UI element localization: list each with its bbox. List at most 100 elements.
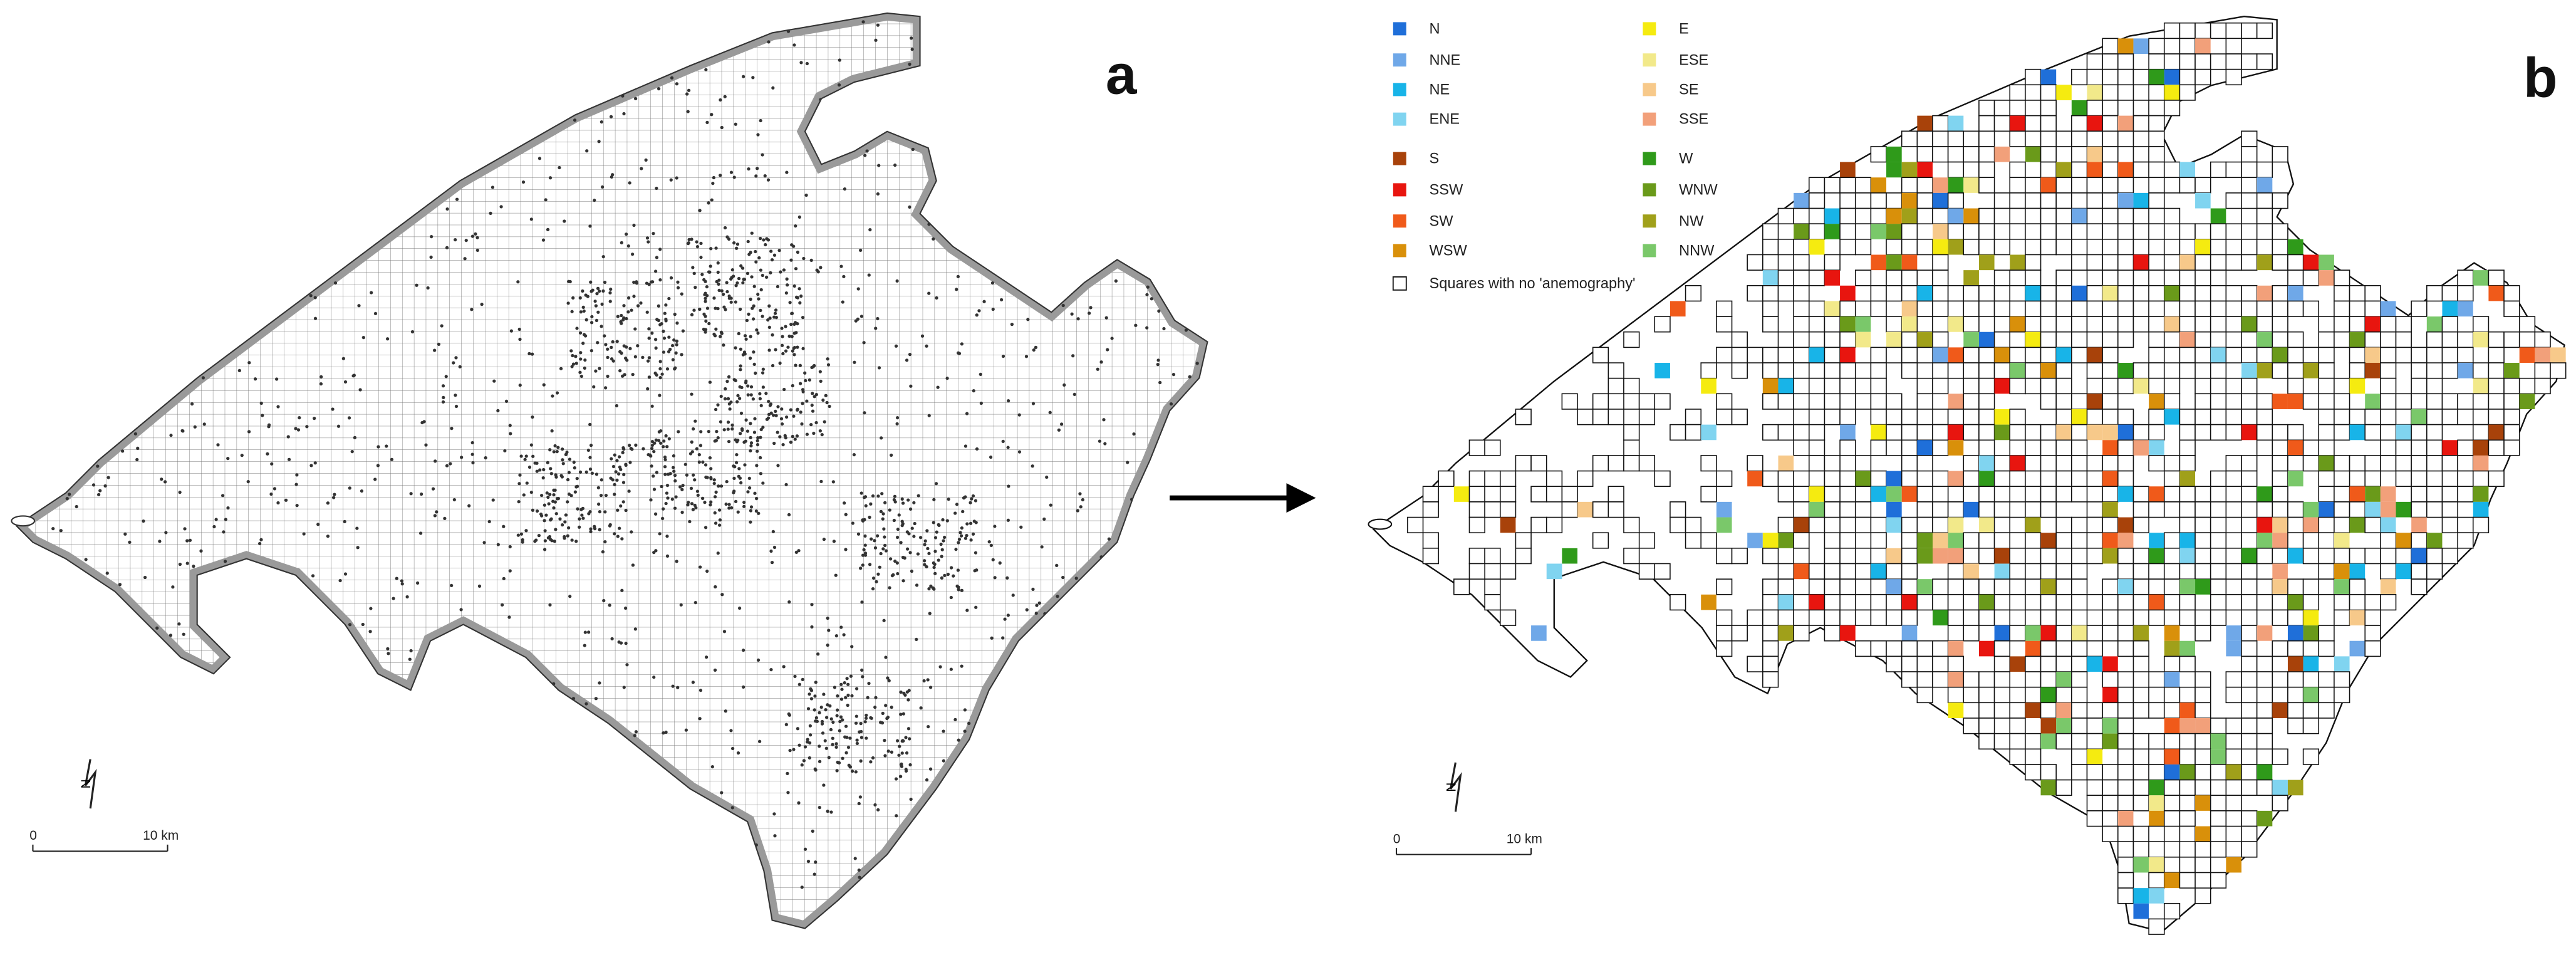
- point: [222, 530, 226, 534]
- point: [1061, 575, 1065, 580]
- legend-item: W: [1643, 151, 1693, 167]
- point: [491, 498, 495, 502]
- empty-cell: [2411, 300, 2428, 317]
- point: [549, 472, 553, 476]
- point: [776, 405, 780, 409]
- point: [477, 584, 482, 588]
- empty-cell: [2055, 192, 2072, 209]
- point: [798, 301, 802, 305]
- point: [554, 528, 558, 531]
- empty-cell: [2241, 686, 2258, 704]
- point: [831, 480, 835, 484]
- point: [780, 343, 784, 347]
- empty-cell: [1716, 347, 1733, 363]
- empty-cell: [2194, 254, 2211, 271]
- point: [932, 498, 936, 501]
- point: [433, 514, 437, 518]
- empty-cell: [2025, 254, 2042, 271]
- point: [284, 498, 288, 502]
- empty-cell: [2225, 671, 2242, 688]
- colored-cell: [2195, 826, 2211, 842]
- empty-cell: [1870, 609, 1887, 626]
- point: [566, 477, 570, 482]
- point: [709, 467, 713, 471]
- point: [784, 415, 789, 419]
- empty-cell: [2380, 593, 2397, 611]
- colored-cell: [1716, 517, 1732, 533]
- empty-cell: [2163, 779, 2181, 796]
- colored-cell: [1886, 208, 1902, 224]
- empty-cell: [2071, 686, 2088, 704]
- empty-cell: [1901, 455, 1918, 472]
- empty-cell: [2488, 409, 2505, 425]
- colored-cell: [1855, 316, 1871, 332]
- colored-cell: [2287, 394, 2303, 409]
- point: [818, 370, 822, 373]
- empty-cell: [2256, 671, 2273, 688]
- point: [633, 627, 637, 631]
- point: [188, 538, 192, 542]
- colored-cell: [1901, 486, 1918, 502]
- empty-cell: [2102, 146, 2119, 163]
- point: [654, 346, 658, 350]
- legend-label: SSW: [1429, 182, 1463, 198]
- point: [717, 508, 722, 512]
- empty-cell: [2148, 192, 2165, 209]
- empty-cell: [2349, 362, 2366, 379]
- empty-cell: [2071, 748, 2088, 765]
- empty-cell: [1916, 377, 1933, 395]
- point: [516, 280, 520, 284]
- empty-cell: [2071, 455, 2088, 472]
- point: [632, 295, 636, 298]
- empty-cell: [1716, 393, 1733, 410]
- empty-cell: [1670, 593, 1686, 611]
- colored-cell: [2287, 594, 2303, 610]
- point: [467, 504, 471, 508]
- point: [294, 483, 298, 486]
- point: [685, 92, 689, 96]
- empty-cell: [1654, 563, 1671, 580]
- empty-cell: [2132, 548, 2149, 565]
- point: [664, 303, 668, 307]
- point: [792, 347, 796, 350]
- empty-cell: [2117, 825, 2134, 842]
- empty-cell: [1993, 284, 2011, 302]
- point: [698, 209, 702, 212]
- empty-cell: [2148, 702, 2165, 719]
- point: [898, 744, 901, 748]
- point: [759, 436, 762, 439]
- empty-cell: [2210, 223, 2227, 240]
- empty-cell: [2241, 655, 2258, 672]
- colored-cell: [1871, 486, 1887, 502]
- empty-cell: [2025, 593, 2042, 611]
- empty-cell: [2071, 578, 2088, 595]
- empty-cell: [1530, 516, 1547, 533]
- legend-item: NNW: [1643, 243, 1715, 259]
- point: [529, 217, 533, 221]
- empty-cell: [1484, 501, 1501, 518]
- empty-cell: [1824, 609, 1841, 626]
- point: [814, 768, 818, 772]
- colored-cell: [2210, 208, 2226, 224]
- empty-cell: [1716, 578, 1733, 595]
- colored-cell: [2272, 347, 2288, 363]
- colored-cell: [1840, 424, 1856, 441]
- point: [305, 425, 309, 429]
- point: [750, 231, 754, 235]
- point: [454, 404, 459, 409]
- empty-cell: [2071, 177, 2088, 194]
- colored-cell: [2226, 764, 2242, 780]
- empty-cell: [2102, 130, 2119, 147]
- colored-cell: [1917, 162, 1933, 178]
- empty-cell: [2364, 331, 2381, 348]
- point: [941, 518, 945, 522]
- empty-cell: [1916, 269, 1933, 286]
- empty-cell: [1685, 424, 1702, 441]
- legend: NNNENEENESSSWSWWSWEESESESSEWWNWNWNNWSqua…: [1392, 21, 1718, 292]
- point: [697, 452, 701, 457]
- point: [861, 563, 865, 567]
- legend-label: S: [1429, 151, 1439, 167]
- empty-cell: [1870, 578, 1887, 595]
- point: [811, 829, 814, 833]
- point: [835, 714, 839, 717]
